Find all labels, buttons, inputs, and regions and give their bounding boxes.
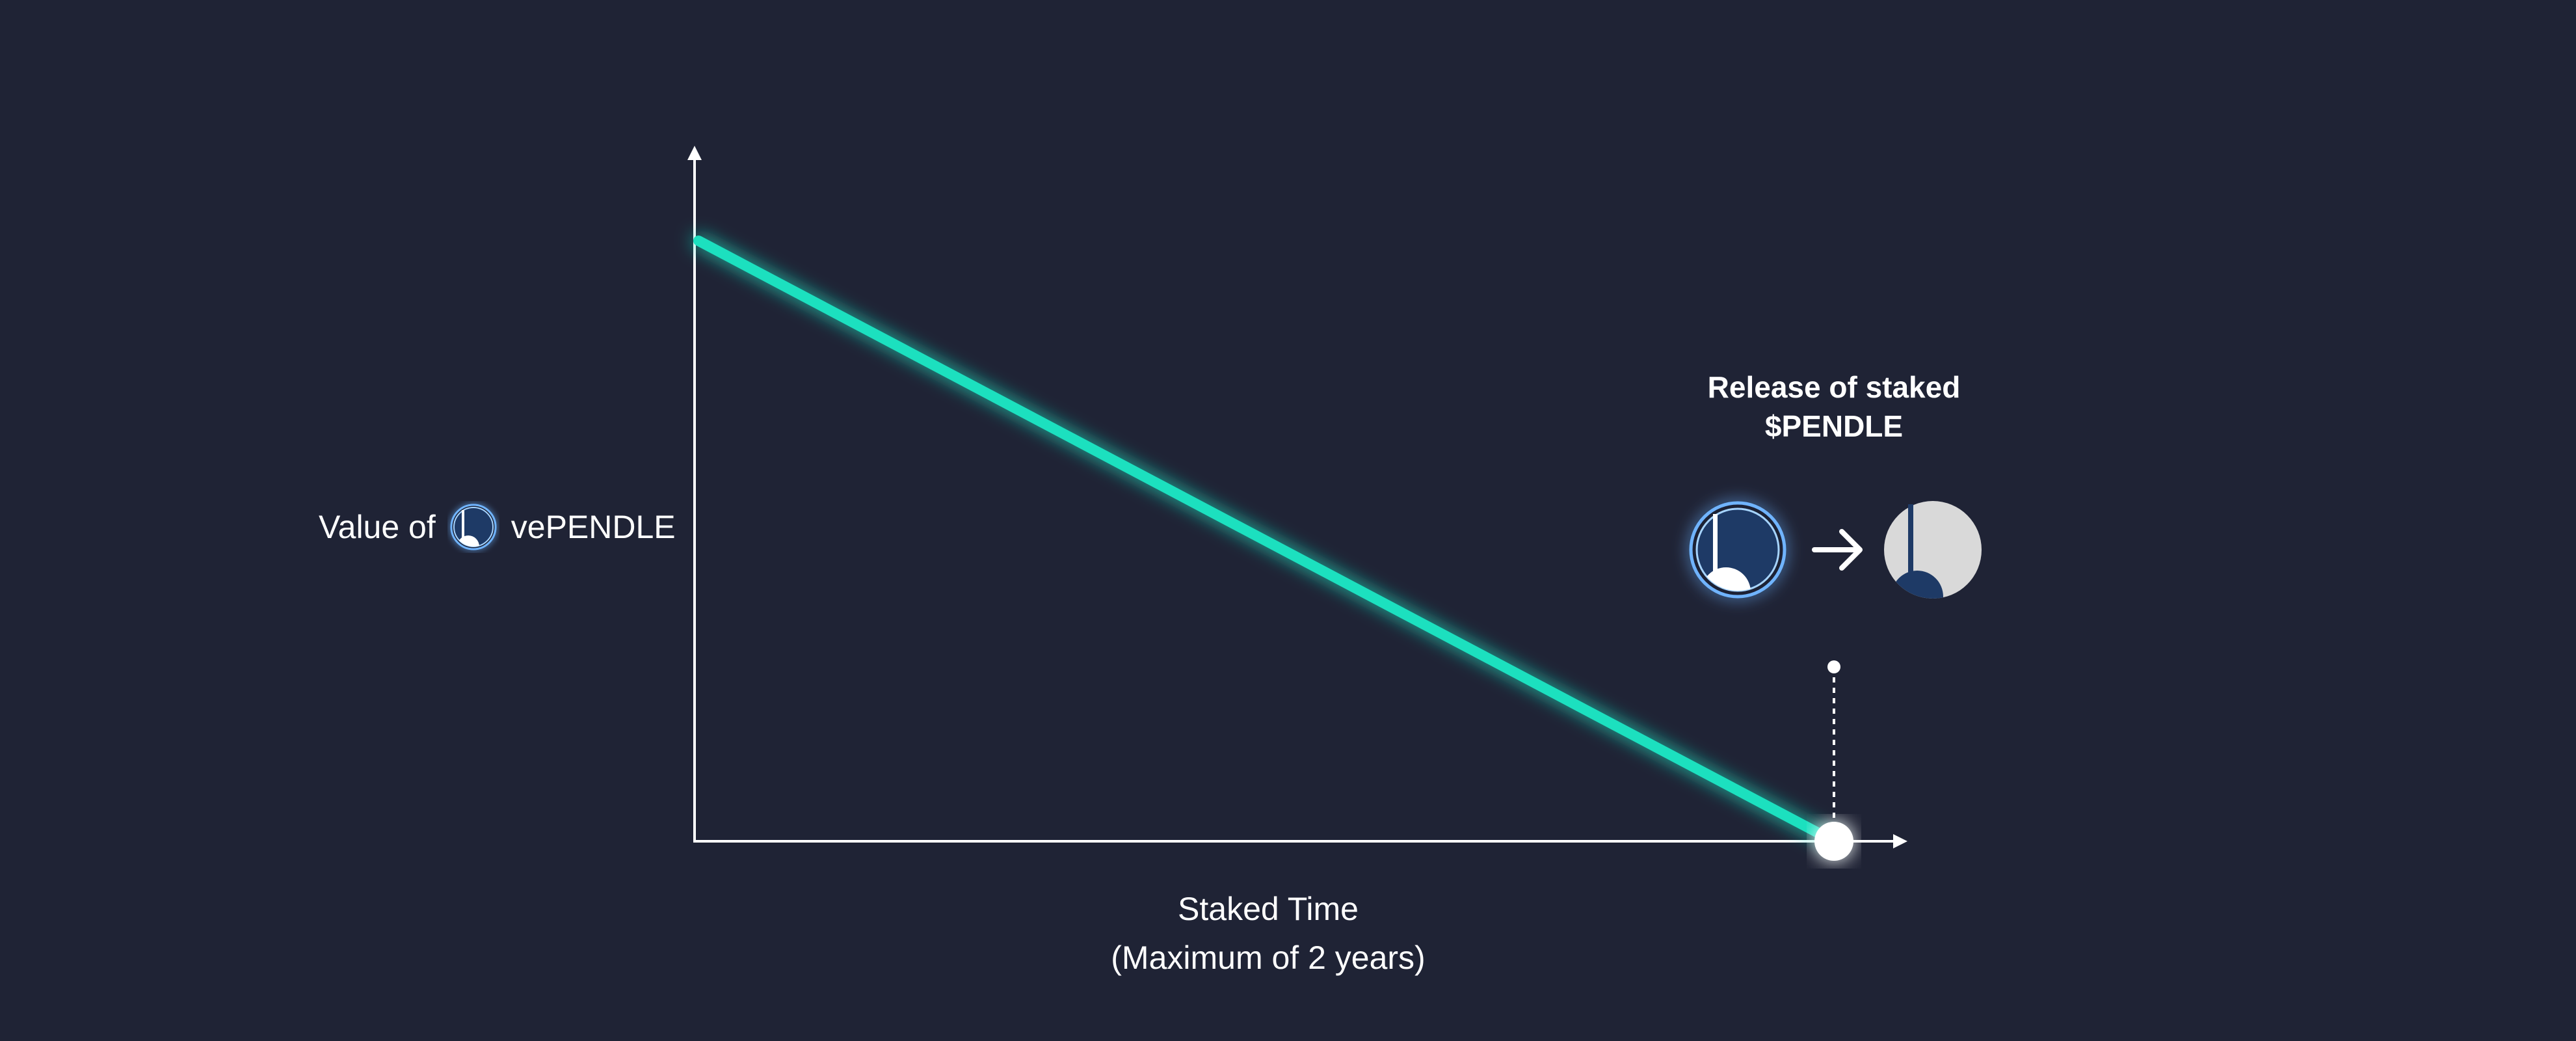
y-axis-label-prefix: Value of (319, 508, 436, 546)
x-axis-subtitle: (Maximum of 2 years) (1054, 934, 1483, 982)
x-axis-arrowhead (1893, 834, 1907, 848)
x-axis-label: Staked Time (Maximum of 2 years) (1054, 885, 1483, 982)
y-axis-label: Value of vePENDLE (319, 501, 676, 553)
y-axis-label-suffix: vePENDLE (511, 508, 676, 546)
release-annotation: Release of staked $PENDLE (1639, 368, 2029, 446)
y-axis-arrowhead (687, 146, 702, 160)
x-axis-title: Staked Time (1054, 885, 1483, 934)
release-annotation-line1: Release of staked (1639, 368, 2029, 407)
vependle-token-icon (1691, 503, 1785, 617)
expiry-point (1814, 822, 1853, 861)
pendle-token-icon (1884, 501, 1982, 623)
vependle-small-icon (447, 501, 499, 553)
release-marker-dot (1827, 660, 1840, 673)
release-annotation-line2: $PENDLE (1639, 407, 2029, 446)
vependle-decay-line (698, 241, 1834, 841)
arrow-right-icon (1814, 532, 1860, 568)
